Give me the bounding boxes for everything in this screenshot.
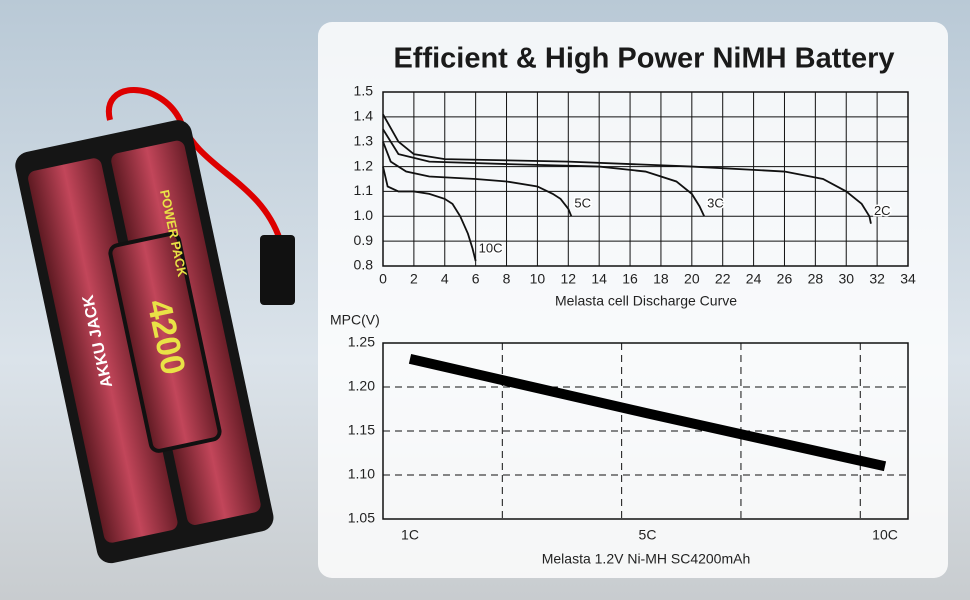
y-tick-label: 0.8 xyxy=(354,257,374,273)
y-tick-label: 1.5 xyxy=(354,83,374,99)
x-tick-label: 26 xyxy=(777,271,793,287)
x-tick-label: 8 xyxy=(503,271,511,287)
x-tick-label: 5C xyxy=(639,527,657,543)
y-tick-label: 1.0 xyxy=(354,207,374,223)
x-tick-label: 4 xyxy=(441,271,449,287)
series-label: 10C xyxy=(479,240,503,255)
y-tick-label: 0.9 xyxy=(354,232,374,248)
line-series xyxy=(382,166,477,262)
y-tick-label: 1.4 xyxy=(354,108,374,124)
x-axis-label: Melasta 1.2V Ni-MH SC4200mAh xyxy=(542,551,751,567)
x-tick-label: 14 xyxy=(591,271,607,287)
series-label: 5C xyxy=(574,196,591,211)
battery-image: AKKU JACK 4200 POWER PACK xyxy=(15,87,295,564)
y-tick-label: 1.1 xyxy=(354,182,374,198)
x-tick-label: 6 xyxy=(472,271,480,287)
y-axis-label: MPC(V) xyxy=(330,312,380,328)
x-tick-label: 0 xyxy=(379,271,387,287)
line-series xyxy=(408,353,887,472)
y-tick-label: 1.10 xyxy=(348,466,375,482)
x-tick-label: 30 xyxy=(838,271,854,287)
y-tick-label: 1.2 xyxy=(354,157,374,173)
x-tick-label: 12 xyxy=(561,271,577,287)
x-tick-label: 28 xyxy=(808,271,824,287)
y-tick-label: 1.20 xyxy=(348,378,375,394)
x-tick-label: 22 xyxy=(715,271,731,287)
x-tick-label: 10C xyxy=(872,527,898,543)
x-tick-label: 18 xyxy=(653,271,669,287)
x-tick-label: 2 xyxy=(410,271,418,287)
plot-frame xyxy=(382,91,909,267)
line-series xyxy=(382,113,872,224)
chart-title: Efficient & High Power NiMH Battery xyxy=(393,43,894,75)
series-label: 2C xyxy=(874,203,891,218)
x-axis-label: Melasta cell Discharge Curve xyxy=(555,293,737,309)
x-tick-label: 20 xyxy=(684,271,700,287)
series-label: 3C xyxy=(707,196,724,211)
y-tick-label: 1.05 xyxy=(348,510,375,526)
y-tick-label: 1.3 xyxy=(354,132,374,148)
x-tick-label: 10 xyxy=(530,271,546,287)
x-tick-label: 16 xyxy=(622,271,638,287)
y-tick-label: 1.15 xyxy=(348,422,375,438)
x-tick-label: 24 xyxy=(746,271,762,287)
y-tick-label: 1.25 xyxy=(348,334,375,350)
x-tick-label: 34 xyxy=(900,271,916,287)
line-series xyxy=(382,141,573,217)
plot-frame xyxy=(382,342,909,520)
x-tick-label: 1C xyxy=(401,527,419,543)
line-series xyxy=(382,128,705,217)
x-tick-label: 32 xyxy=(869,271,885,287)
